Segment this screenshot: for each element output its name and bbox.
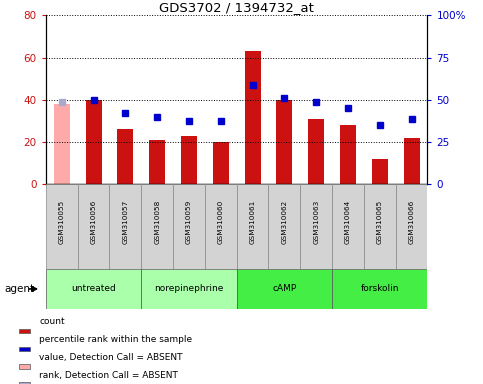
Bar [205,184,237,269]
Bar [300,184,332,269]
Text: untreated: untreated [71,285,116,293]
Text: percentile rank within the sample: percentile rank within the sample [39,335,192,344]
Bar [149,140,165,184]
Text: GSM310061: GSM310061 [250,200,256,245]
Bar [142,269,237,309]
Bar [19,364,30,369]
Bar [173,184,205,269]
Bar [85,100,101,184]
Text: cAMP: cAMP [272,285,297,293]
Text: GSM310057: GSM310057 [122,200,128,245]
Bar [46,269,142,309]
Bar [117,129,133,184]
Bar [276,100,292,184]
Text: rank, Detection Call = ABSENT: rank, Detection Call = ABSENT [39,371,178,380]
Bar [269,184,300,269]
Bar [237,184,269,269]
Bar [181,136,197,184]
Bar [213,142,229,184]
Bar [237,269,332,309]
Bar [396,184,427,269]
Bar [54,104,70,184]
Bar [340,125,356,184]
Text: value, Detection Call = ABSENT: value, Detection Call = ABSENT [39,353,183,362]
Title: GDS3702 / 1394732_at: GDS3702 / 1394732_at [159,1,314,14]
Text: GSM310060: GSM310060 [218,200,224,245]
Text: GSM310055: GSM310055 [59,200,65,245]
Bar [19,329,30,333]
Text: GSM310059: GSM310059 [186,200,192,245]
Bar [372,159,388,184]
Text: GSM310058: GSM310058 [154,200,160,245]
Text: GSM310066: GSM310066 [409,200,414,245]
Bar [244,51,260,184]
Bar [78,184,110,269]
Bar [46,184,78,269]
Text: agent: agent [5,284,35,294]
Bar [404,138,420,184]
Text: GSM310064: GSM310064 [345,200,351,245]
Text: forskolin: forskolin [360,285,399,293]
Text: GSM310065: GSM310065 [377,200,383,245]
Text: count: count [39,317,65,326]
Bar [19,382,30,384]
Text: norepinephrine: norepinephrine [154,285,224,293]
Bar [142,184,173,269]
Text: GSM310056: GSM310056 [91,200,97,245]
Bar [19,346,30,351]
Text: GSM310062: GSM310062 [282,200,287,245]
Bar [332,184,364,269]
Bar [110,184,141,269]
Bar [332,269,427,309]
Bar [364,184,396,269]
Bar [308,119,324,184]
Text: GSM310063: GSM310063 [313,200,319,245]
